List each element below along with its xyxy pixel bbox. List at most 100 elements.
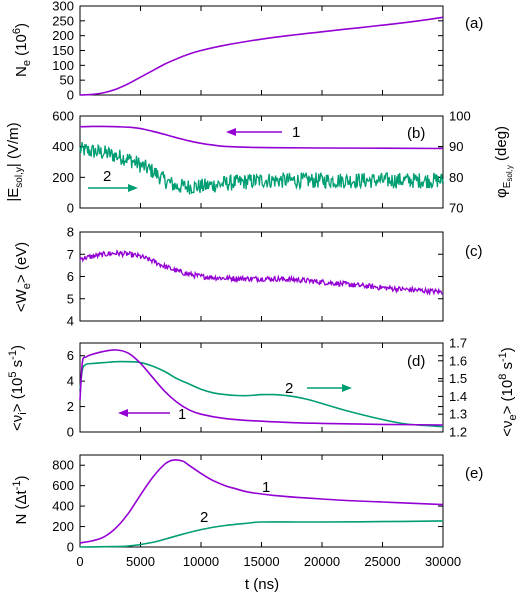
y-tick-label: 800 xyxy=(52,458,74,473)
panel-d-callout-2-text: 2 xyxy=(285,380,293,397)
panel-b-series-field-line xyxy=(79,125,444,150)
panel-d-frame xyxy=(79,342,444,433)
x-tick-label: 5000 xyxy=(126,554,155,569)
y-tick-label: 600 xyxy=(52,478,74,493)
right-tick-label: 1.6 xyxy=(449,353,467,368)
y-tick-label: 6 xyxy=(67,269,74,284)
panel-c-xticks xyxy=(79,232,444,321)
panel-a-series-ne-line xyxy=(79,16,444,96)
panel-c-yticks: 4 5 6 7 8 xyxy=(67,225,443,329)
y-tick-label: 8 xyxy=(67,225,74,240)
y-tick-label: 200 xyxy=(52,28,74,43)
y-tick-label: 0 xyxy=(67,88,74,103)
y-tick-label: 4 xyxy=(67,374,74,389)
y-tick-label: 150 xyxy=(52,43,74,58)
panel-e-label: (e) xyxy=(465,465,483,482)
panel-c-ylabel: <We> (eV) xyxy=(13,242,33,312)
panel-e-frame xyxy=(79,454,444,548)
right-tick-label: 80 xyxy=(449,170,463,185)
panel-e-xticks xyxy=(79,455,444,547)
panel-d-series-ion-line xyxy=(79,349,444,426)
panel-d-callout-2: 2 xyxy=(285,380,352,397)
panel-b-yticks: 0 200 400 600 xyxy=(52,109,443,216)
panel-d-callout-1: 1 xyxy=(118,406,186,423)
right-tick-label: 1.2 xyxy=(449,425,467,440)
right-tick-label: 90 xyxy=(449,139,463,154)
y-tick-label: 300 xyxy=(52,0,74,14)
panel-b-callout-1: 1 xyxy=(226,124,300,141)
panel-d-yticks: 0 2 4 6 xyxy=(67,348,443,440)
panel-d-ylabel: <νi> (105 s-1) xyxy=(7,345,29,431)
panel-b-callout-1-text: 1 xyxy=(292,124,300,141)
panel-b-right-yticks: 70 80 90 100 xyxy=(438,109,471,216)
y-tick-label: 5 xyxy=(67,291,74,306)
panel-d-series-electron-line xyxy=(79,360,444,428)
panel-e-ylabel: N (Δt-1) xyxy=(11,476,30,525)
callout-arrowhead xyxy=(226,128,236,136)
x-axis-label: t (ns) xyxy=(245,576,279,593)
y-tick-label: 0 xyxy=(67,425,74,440)
panel-a-xticks xyxy=(79,6,444,95)
panel-c-frame xyxy=(79,231,444,322)
panel-c-label: (c) xyxy=(465,243,483,260)
panel-b: (b) |Esol,y| (V/m) φEsol,y (deg) 0 200 400… xyxy=(5,109,514,216)
panel-b-callout-2: 2 xyxy=(88,168,138,192)
panel-d-callout-1-text: 1 xyxy=(178,406,186,423)
y-tick-label: 0 xyxy=(67,540,74,555)
x-tick-label: 15000 xyxy=(243,554,279,569)
y-tick-label: 400 xyxy=(52,499,74,514)
panel-e-series-2-line xyxy=(79,520,444,548)
panel-e-yticks: 0 200 400 600 800 xyxy=(52,458,443,555)
callout-arrowhead xyxy=(342,384,352,392)
panel-e-series-1-line xyxy=(79,459,444,544)
y-tick-label: 600 xyxy=(52,109,74,124)
callout-arrowhead xyxy=(118,409,128,417)
panel-d-right-yticks: 1.2 1.3 1.4 1.5 1.6 1.7 xyxy=(438,336,467,440)
right-tick-label: 100 xyxy=(449,109,471,124)
right-tick-label: 1.4 xyxy=(449,389,467,404)
callout-arrowhead xyxy=(128,184,138,192)
panel-e: (e) N (Δt-1) 0 200 400 600 800 1 2 xyxy=(11,454,483,555)
y-tick-label: 50 xyxy=(60,73,74,88)
right-tick-label: 1.3 xyxy=(449,407,467,422)
y-tick-label: 250 xyxy=(52,13,74,28)
panel-b-series-phase-line xyxy=(79,142,444,195)
panel-e-callout-1-text: 1 xyxy=(262,479,270,496)
right-tick-label: 1.5 xyxy=(449,371,467,386)
x-tick-label: 30000 xyxy=(425,554,461,569)
right-tick-label: 70 xyxy=(449,201,463,216)
y-tick-label: 200 xyxy=(52,519,74,534)
y-tick-label: 4 xyxy=(67,314,74,329)
x-axis-tick-labels: 0 5000 10000 15000 20000 25000 30000 xyxy=(76,554,461,569)
panel-c-series-energy-line xyxy=(79,249,444,296)
x-tick-label: 0 xyxy=(76,554,83,569)
y-tick-label: 100 xyxy=(52,58,74,73)
panel-d-label: (d) xyxy=(407,353,425,370)
panel-b-ylabel: |Esol,y| (V/m) xyxy=(5,122,25,201)
panel-d: (d) <νi> (105 s-1) <νe> (108 s-1) 0 2 4 6 1… xyxy=(7,336,519,440)
y-tick-label: 0 xyxy=(67,201,74,216)
y-tick-label: 7 xyxy=(67,247,74,262)
panel-e-callout-2-text: 2 xyxy=(200,509,208,526)
y-tick-label: 200 xyxy=(52,170,74,185)
panel-a-frame xyxy=(79,5,444,96)
panel-b-xticks xyxy=(79,116,444,208)
panel-d-xticks xyxy=(79,343,444,432)
panel-a-label: (a) xyxy=(465,15,483,32)
x-tick-label: 25000 xyxy=(364,554,400,569)
x-tick-label: 20000 xyxy=(304,554,340,569)
panel-b-label: (b) xyxy=(407,125,425,142)
panel-c: (c) <We> (eV) 4 5 6 7 8 xyxy=(13,225,483,329)
panel-d-right-ylabel: <νe> (108 s-1) xyxy=(497,347,519,437)
x-tick-label: 10000 xyxy=(183,554,219,569)
right-tick-label: 1.7 xyxy=(449,336,467,351)
y-tick-label: 2 xyxy=(67,399,74,414)
y-tick-label: 6 xyxy=(67,348,74,363)
panel-a-ylabel: Ne (106) xyxy=(11,23,33,77)
panel-b-right-ylabel: φEsol,y (deg) xyxy=(493,126,514,198)
panel-b-callout-2-text: 2 xyxy=(103,168,111,185)
y-tick-label: 400 xyxy=(52,139,74,154)
